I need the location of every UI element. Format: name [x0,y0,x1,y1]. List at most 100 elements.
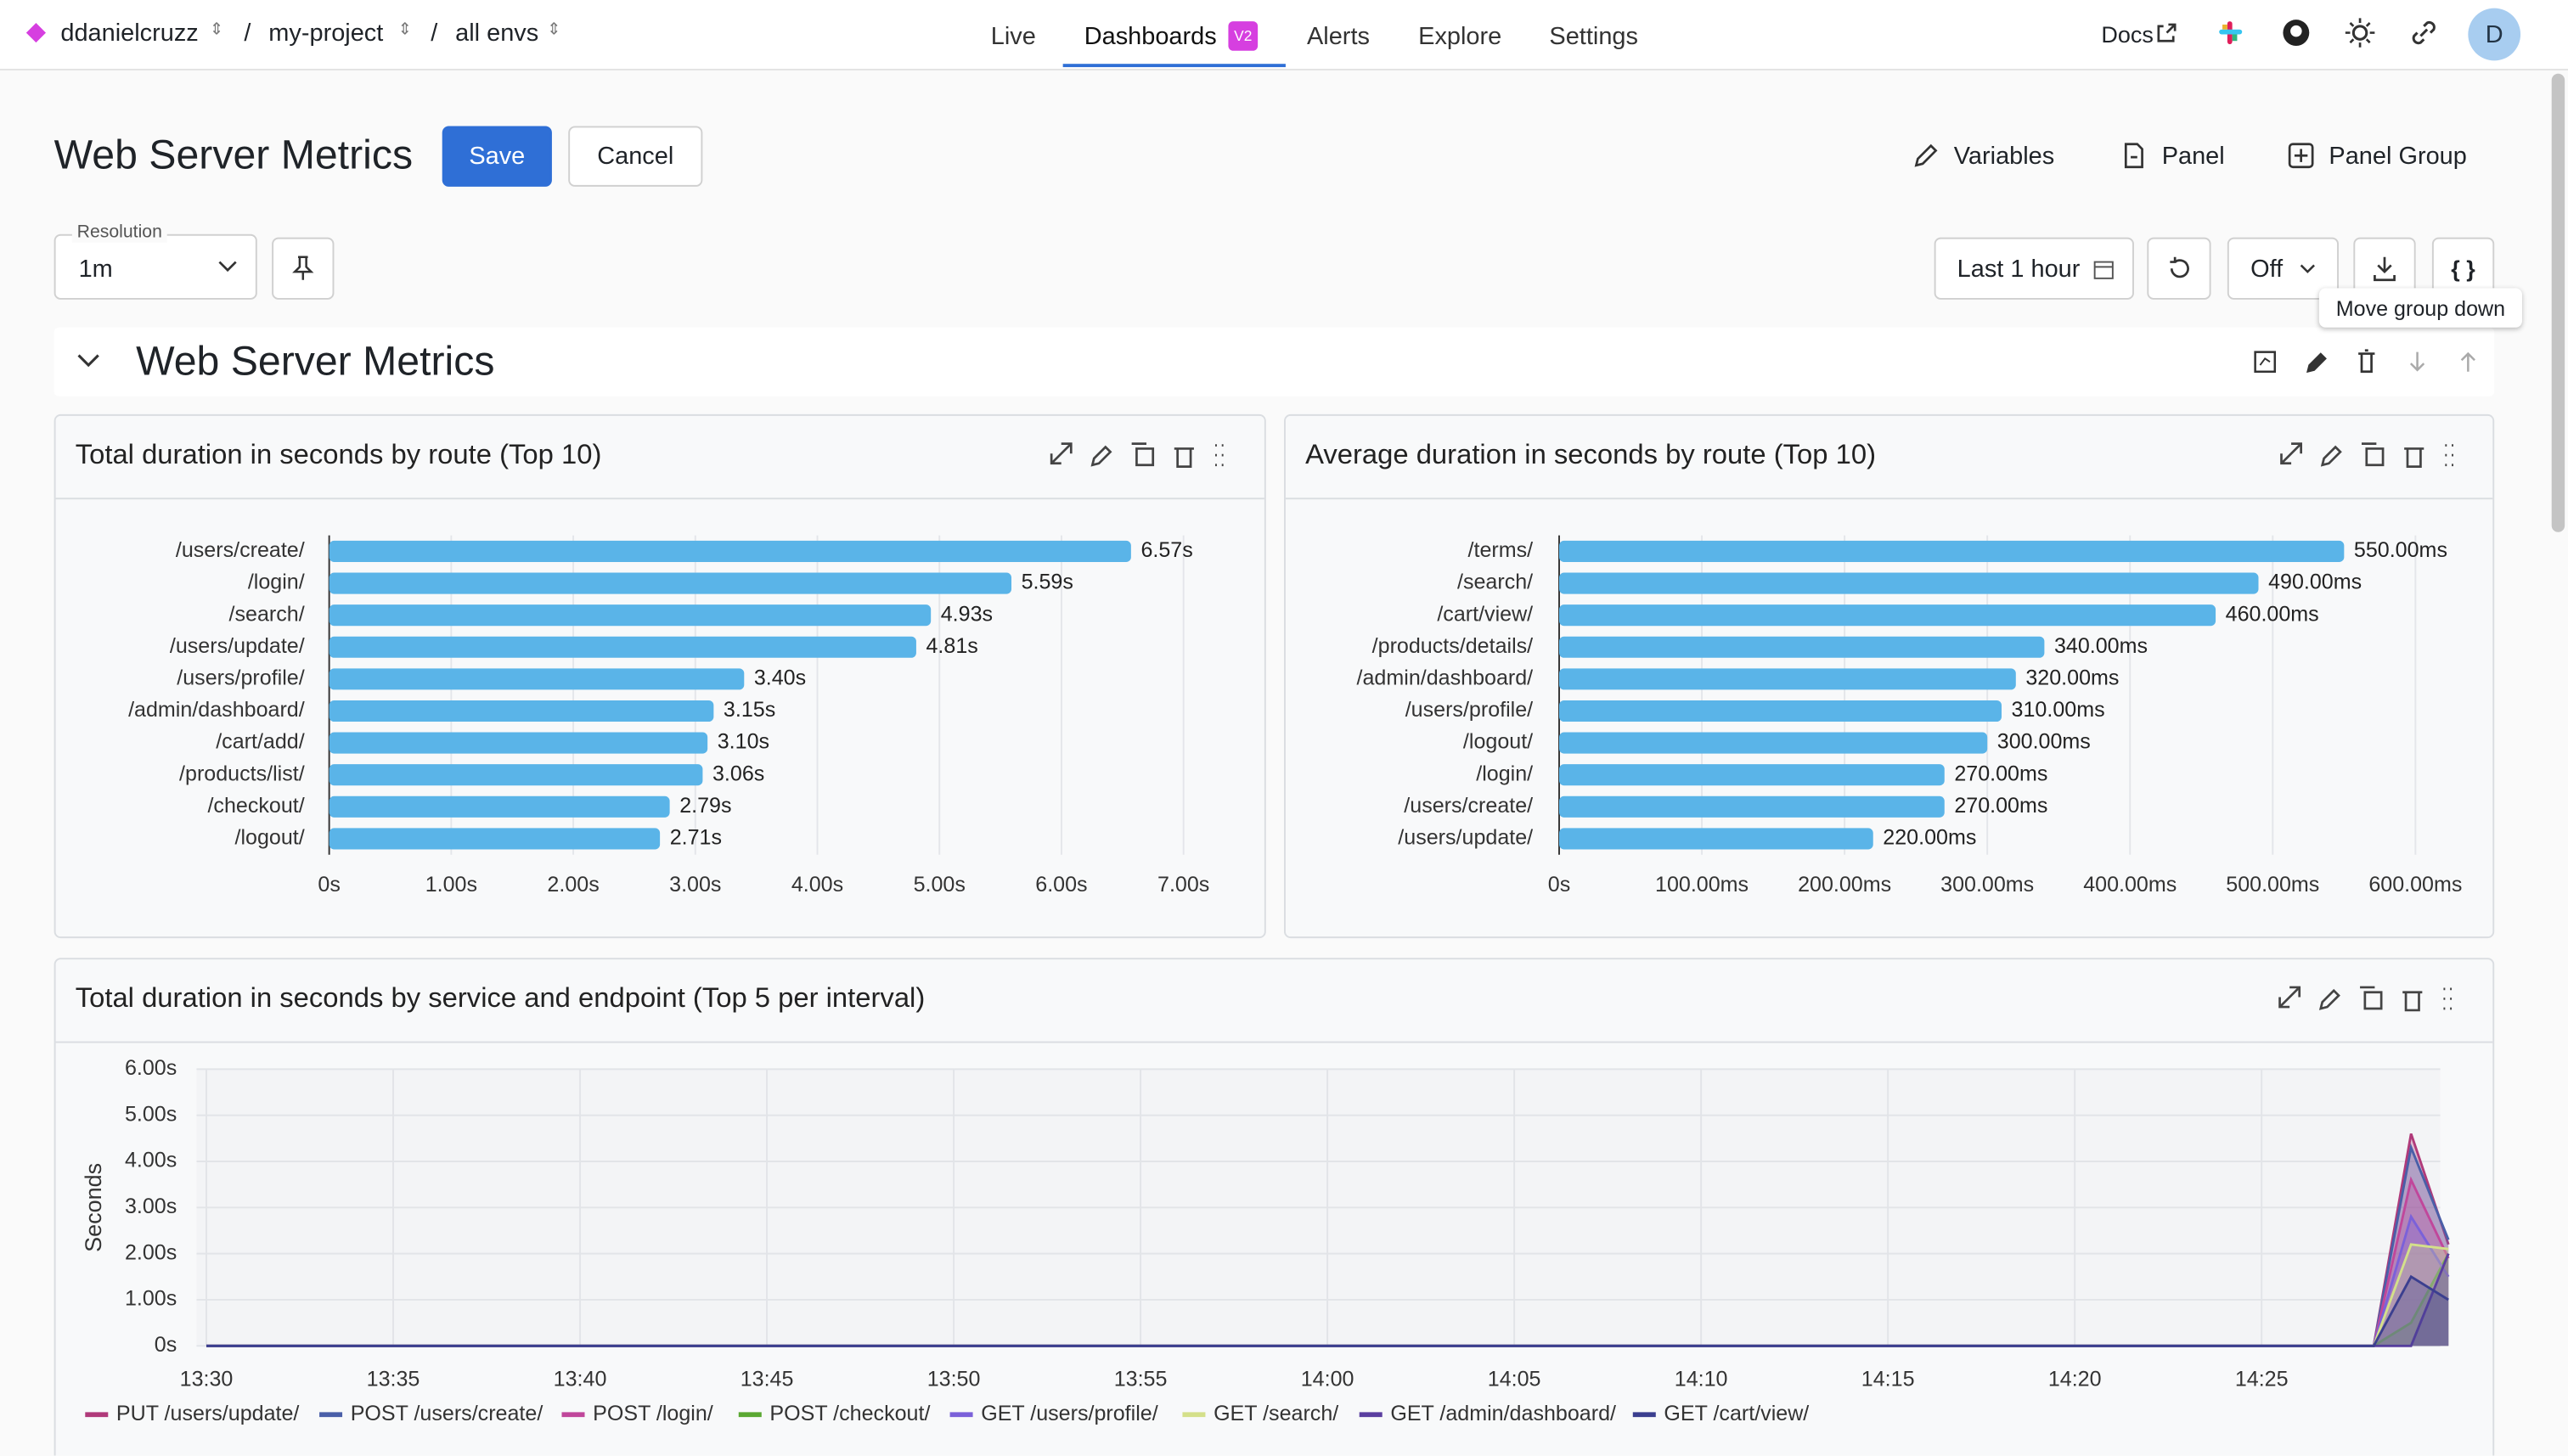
x-tick-label: 0s [1548,873,1570,897]
bar [1558,668,2016,690]
y-tick-label: 6.00s [125,1056,177,1080]
resolution-label: Resolution [71,222,167,243]
panel-group-button[interactable]: Panel Group [2329,142,2467,171]
group-header [54,327,2495,396]
line [206,1274,2449,1347]
nav-tab[interactable]: Explore [1418,22,1502,51]
tab-underline [1062,64,1286,68]
x-tick-label: 14:10 [1675,1367,1728,1391]
value-label: 460.00ms [2226,602,2319,626]
time-range[interactable]: Last 1 hour [1934,237,2134,300]
x-tick-label: 14:25 [2235,1367,2289,1391]
x-tick-label: 14:05 [1488,1367,1541,1391]
slack-icon[interactable] [2217,20,2244,46]
category-label: /products/details/ [1372,634,1533,658]
value-label: 550.00ms [2354,538,2447,562]
category-label: /users/profile/ [177,666,304,689]
category-label: /logout/ [234,826,304,850]
value-label: 300.00ms [1997,730,2091,754]
x-tick-label: 13:55 [1114,1367,1168,1391]
bar [329,572,1012,594]
x-tick-label: 14:00 [1301,1367,1354,1391]
value-label: 310.00ms [2012,698,2105,722]
legend-label: GET /admin/dashboard/ [1390,1402,1616,1425]
panel-header: Total duration in seconds by service and… [55,959,2493,1043]
github-icon[interactable] [2281,18,2311,48]
x-tick-label: 13:45 [741,1367,794,1391]
x-tick-label: 200.00ms [1798,873,1891,897]
chevron: ⇕ [209,21,224,40]
pin-icon [292,256,314,280]
project-selector[interactable]: my-project [268,20,384,48]
avatar[interactable]: D [2468,8,2521,61]
pencil-icon [1914,143,1938,167]
x-tick-label: 14:20 [2048,1367,2102,1391]
category-label: /users/profile/ [1405,698,1533,722]
panel-title: Total duration in seconds by route (Top … [75,438,602,470]
y-tick-label: 3.00s [125,1195,177,1218]
category-label: /checkout/ [207,794,304,818]
chevron: ⇕ [547,21,561,40]
x-tick-label: 4.00s [791,873,843,897]
resolution-value: 1m [78,255,113,284]
tooltip: Move group down [2318,288,2522,328]
bar [1558,795,1945,818]
bar [329,604,932,627]
variables-button[interactable]: Variables [1953,142,2055,171]
collapse-icon[interactable] [77,354,100,368]
value-label: 5.59s [1022,571,1073,594]
value-label: 270.00ms [1954,794,2047,818]
bar [329,668,745,690]
legend-label: POST /users/create/ [351,1402,543,1425]
external-icon [2157,23,2177,42]
category-label: /products/list/ [179,762,305,785]
docs-link[interactable]: Docs [2101,21,2154,48]
bar [1558,732,1988,754]
calendar-icon [2093,260,2114,278]
pin-button[interactable] [272,237,335,300]
y-tick-label: 0s [155,1333,177,1357]
bar [1558,636,2045,658]
org-selector[interactable]: ddanielcruzz [60,20,199,48]
value-label: 340.00ms [2054,634,2148,658]
plus-box-icon [2288,143,2314,169]
env-selector[interactable]: all envs [455,20,539,48]
bar [329,764,703,786]
value-label: 3.15s [724,698,775,722]
refresh-button[interactable] [2147,237,2211,300]
value-label: 270.00ms [1954,762,2047,785]
value-label: 490.00ms [2268,571,2362,594]
nav-tab-active[interactable]: Dashboards [1084,22,1217,51]
panel-button[interactable]: Panel [2161,142,2225,171]
scrollbar-thumb[interactable] [2551,73,2565,532]
theme-icon[interactable] [2345,18,2375,48]
bar [1558,540,2345,562]
x-tick-label: 500.00ms [2226,873,2319,897]
top-nav: ddanielcruzz ⇕ / my-project ⇕ / all envs… [0,0,2568,70]
legend-label: PUT /users/update/ [116,1402,300,1425]
bar [329,636,916,658]
x-tick-label: 7.00s [1157,873,1209,897]
category-label: /users/create/ [1404,794,1533,818]
bar [1558,604,2216,627]
y-tick-label: 1.00s [125,1287,177,1311]
legend-label: POST /checkout/ [769,1402,930,1425]
bar [1558,700,2002,722]
category-label: /logout/ [1463,730,1533,754]
nav-tab[interactable]: Settings [1549,22,1638,51]
link-icon[interactable] [2411,20,2437,46]
nav-tab[interactable]: Live [990,22,1036,51]
x-tick-label: 13:40 [554,1367,607,1391]
category-label: /terms/ [1468,538,1534,562]
value-label: 3.06s [712,762,764,785]
category-label: /cart/add/ [216,730,305,754]
nav-tab[interactable]: Alerts [1306,22,1370,51]
bar [329,732,708,754]
value-label: 2.71s [670,826,722,850]
value-label: 3.10s [718,730,769,754]
save-button[interactable]: Save [442,126,552,187]
legend-label: POST /login/ [593,1402,713,1425]
cancel-button[interactable]: Cancel [568,126,703,187]
